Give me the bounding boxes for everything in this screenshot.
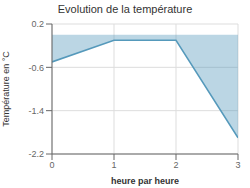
html-text:Evolution de la température: Evolution de la température — [57, 3, 193, 15]
svg-text:0: 0 — [49, 160, 54, 170]
svg-text:heure par heure: heure par heure — [111, 176, 179, 186]
svg-text:0.2: 0.2 — [31, 19, 44, 29]
svg-text:Température en °C: Température en °C — [8, 51, 11, 127]
svg-text:-0.6: -0.6 — [28, 63, 44, 73]
svg-text:2: 2 — [173, 160, 178, 170]
svg-text:3: 3 — [235, 160, 240, 170]
svg-text:-1.4: -1.4 — [28, 106, 44, 116]
svg-text:1: 1 — [111, 160, 116, 170]
svg-text:-2.2: -2.2 — [28, 149, 44, 159]
